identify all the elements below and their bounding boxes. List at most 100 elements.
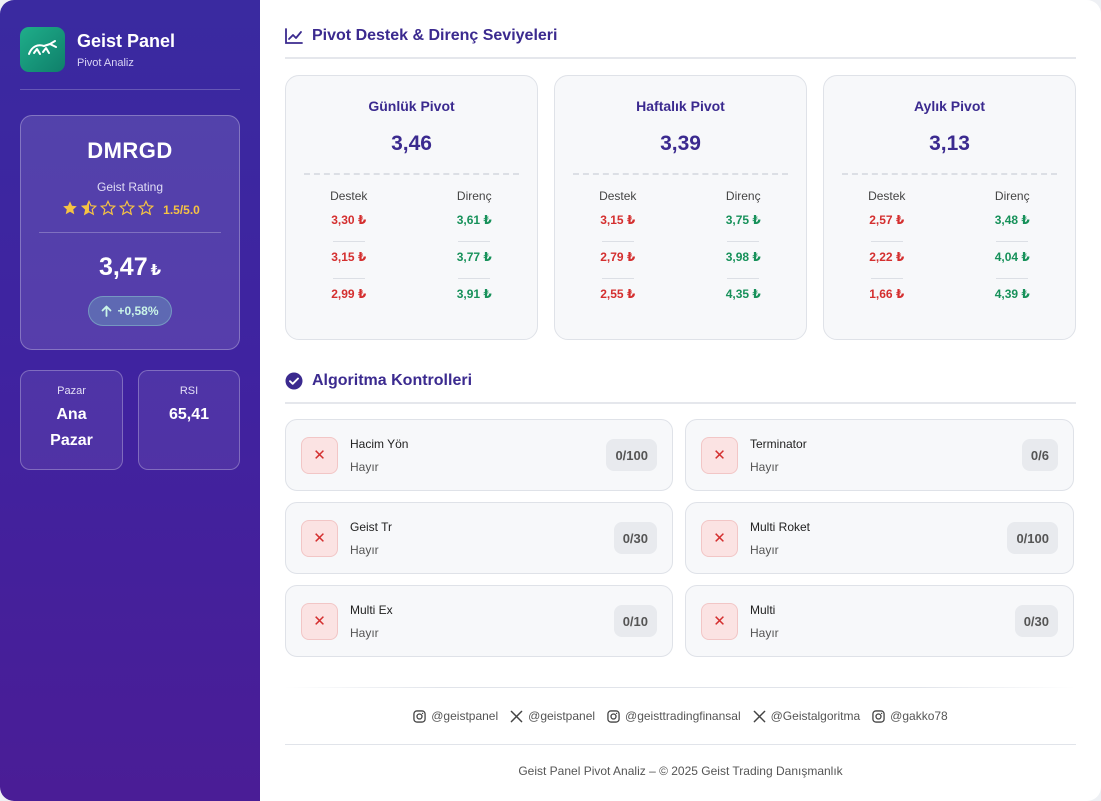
resistance-level: 3,75 ₺ <box>725 213 761 227</box>
algo-score: 0/100 <box>606 439 657 471</box>
algo-section-header: Algoritma Kontrolleri <box>285 370 1076 392</box>
support-level: 2,55 ₺ <box>600 287 636 301</box>
x-mark-icon: ✕ <box>301 436 338 474</box>
pivot-name: Günlük Pivot <box>368 98 455 114</box>
brand: Geist Panel Pivot Analiz <box>20 26 240 72</box>
pivot-cards: Günlük Pivot 3,46 Destek 3,30 ₺ 3,15 ₺ 2… <box>285 75 1076 340</box>
support-label: Destek <box>330 189 368 203</box>
main-content: Pivot Destek & Direnç Seviyeleri Günlük … <box>260 0 1101 801</box>
social-handle: @geistpanel <box>431 709 499 723</box>
rating-stars: 1.5/5.0 <box>21 199 239 221</box>
resistance-column: Direnç 3,61 ₺ 3,77 ₺ 3,91 ₺ <box>412 189 538 305</box>
algo-name: Geist Tr <box>350 519 393 534</box>
pivot-card-monthly: Aylık Pivot 3,13 Destek 2,57 ₺ 2,22 ₺ 1,… <box>823 75 1076 340</box>
algo-status: Hayır <box>350 459 379 474</box>
market-value-line2: Pazar <box>50 432 93 449</box>
algo-status: Hayır <box>750 542 779 557</box>
pivot-card-daily: Günlük Pivot 3,46 Destek 3,30 ₺ 3,15 ₺ 2… <box>285 75 538 340</box>
support-column: Destek 2,57 ₺ 2,22 ₺ 1,66 ₺ <box>824 189 950 305</box>
support-level: 2,79 ₺ <box>600 250 636 264</box>
dashed-divider <box>842 173 1057 175</box>
algo-name: Hacim Yön <box>350 436 409 451</box>
social-link-x[interactable]: @Geistalgoritma <box>753 709 861 723</box>
algo-score: 0/10 <box>613 605 657 637</box>
rating-value: 1.5/5.0 <box>163 203 200 217</box>
pivot-name: Haftalık Pivot <box>636 98 725 114</box>
algo-name: Terminator <box>750 436 807 451</box>
algo-item: ✕ Geist Tr Hayır 0/30 <box>285 502 673 574</box>
resistance-column: Direnç 3,75 ₺ 3,98 ₺ 4,35 ₺ <box>681 189 807 305</box>
social-handle: @geistpanel <box>528 709 596 723</box>
resistance-label: Direnç <box>456 189 492 203</box>
algo-grid: ✕ Hacim Yön Hayır 0/100 ✕ Terminator Hay… <box>285 419 1076 657</box>
social-link-instagram[interactable]: @geisttradingfinansal <box>607 709 741 723</box>
resistance-level: 4,04 ₺ <box>994 250 1030 264</box>
dashed-divider <box>304 173 519 175</box>
social-link-instagram[interactable]: @gakko78 <box>872 709 948 723</box>
star-empty-icon <box>98 199 117 221</box>
resistance-level: 4,39 ₺ <box>994 287 1030 301</box>
ticker-symbol: DMRGD <box>87 138 173 163</box>
support-column: Destek 3,15 ₺ 2,79 ₺ 2,55 ₺ <box>555 189 681 305</box>
algo-item: ✕ Hacim Yön Hayır 0/100 <box>285 419 673 491</box>
support-column: Destek 3,30 ₺ 3,15 ₺ 2,99 ₺ <box>286 189 412 305</box>
algo-score: 0/100 <box>1007 522 1058 554</box>
sidebar: Geist Panel Pivot Analiz DMRGD Geist Rat… <box>0 0 260 801</box>
change-value: +0,58% <box>117 304 159 318</box>
price: 3,47 ₺ <box>21 253 239 282</box>
algo-name: Multi <box>750 602 776 617</box>
x-mark-icon: ✕ <box>701 602 738 640</box>
resistance-level: 3,77 ₺ <box>456 250 492 264</box>
footer-rule <box>285 744 1076 745</box>
algo-status: Hayır <box>750 625 779 640</box>
market-value-line1: Ana <box>56 406 87 423</box>
algo-status: Hayır <box>750 459 779 474</box>
ticker-card: DMRGD Geist Rating 1.5/5.0 3,47 ₺ +0,58% <box>20 115 240 350</box>
instagram-icon <box>607 709 625 723</box>
rating-label: Geist Rating <box>96 180 164 194</box>
section-divider <box>285 57 1076 59</box>
support-level: 3,30 ₺ <box>331 213 367 227</box>
star-half-icon <box>79 199 98 221</box>
arrow-up-icon <box>101 305 112 317</box>
social-handle: @Geistalgoritma <box>770 709 861 723</box>
dashed-divider <box>573 173 788 175</box>
algo-section-title: Algoritma Kontrolleri <box>312 372 473 389</box>
social-handle: @gakko78 <box>890 709 948 723</box>
pivot-value: 3,39 <box>660 132 701 155</box>
pivot-section-title: Pivot Destek & Direnç Seviyeleri <box>312 27 558 44</box>
support-level: 3,15 ₺ <box>600 213 636 227</box>
bull-logo-icon <box>20 26 65 72</box>
resistance-label: Direnç <box>725 189 761 203</box>
social-link-x[interactable]: @geistpanel <box>510 709 595 723</box>
currency-symbol: ₺ <box>150 262 162 279</box>
x-mark-icon: ✕ <box>301 602 338 640</box>
algo-score: 0/30 <box>613 522 657 554</box>
change-badge: +0,58% <box>88 296 172 326</box>
algo-item: ✕ Multi Hayır 0/30 <box>685 585 1074 657</box>
resistance-label: Direnç <box>994 189 1030 203</box>
algo-status: Hayır <box>350 625 379 640</box>
x-mark-icon: ✕ <box>701 519 738 557</box>
x-logo-icon <box>510 710 528 723</box>
pivot-section-header: Pivot Destek & Direnç Seviyeleri <box>285 25 1076 47</box>
support-level: 3,15 ₺ <box>331 250 367 264</box>
chart-line-icon <box>285 28 303 44</box>
support-level: 1,66 ₺ <box>869 287 905 301</box>
resistance-column: Direnç 3,48 ₺ 4,04 ₺ 4,39 ₺ <box>950 189 1076 305</box>
sidebar-divider <box>20 89 240 90</box>
x-mark-icon: ✕ <box>301 519 338 557</box>
social-link-instagram[interactable]: @geistpanel <box>413 709 498 723</box>
resistance-level: 3,98 ₺ <box>725 250 761 264</box>
algo-score: 0/6 <box>1021 439 1058 471</box>
pivot-value: 3,46 <box>391 132 432 155</box>
resistance-level: 3,48 ₺ <box>994 213 1030 227</box>
support-level: 2,99 ₺ <box>331 287 367 301</box>
market-label: Pazar <box>57 385 86 397</box>
star-empty-icon <box>117 199 136 221</box>
app-subtitle: Pivot Analiz <box>77 56 134 69</box>
resistance-level: 3,91 ₺ <box>456 287 492 301</box>
support-level: 2,22 ₺ <box>869 250 905 264</box>
pivot-card-weekly: Haftalık Pivot 3,39 Destek 3,15 ₺ 2,79 ₺… <box>554 75 807 340</box>
